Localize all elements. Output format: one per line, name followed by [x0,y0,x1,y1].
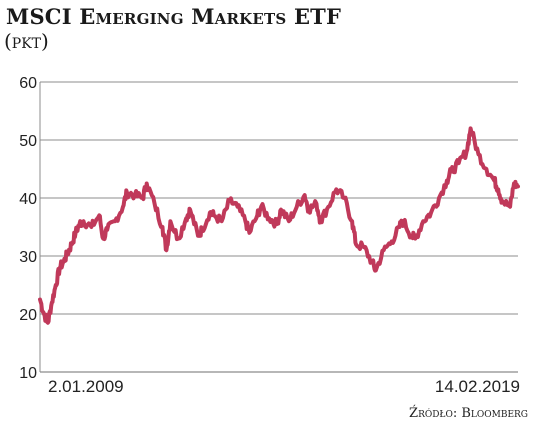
y-axis: 10 20 30 40 50 60 [19,75,41,382]
series-line [38,126,520,325]
series-layer [38,126,520,325]
y-tick-label: 30 [19,249,37,266]
chart-title: MSCI Emerging Markets ETF [6,4,342,29]
y-tick-label: 10 [19,365,37,382]
y-tick-label: 60 [19,75,37,92]
y-tick-label: 50 [19,133,37,150]
y-tick-label: 20 [19,307,37,324]
source-note: Źródło: Bloomberg [409,406,528,421]
x-start-label: 2.01.2009 [48,377,124,396]
x-end-label: 14.02.2019 [435,377,520,396]
grid-lines [40,81,518,373]
y-tick-label: 40 [19,191,37,208]
chart-subtitle: (pkt) [4,29,49,53]
